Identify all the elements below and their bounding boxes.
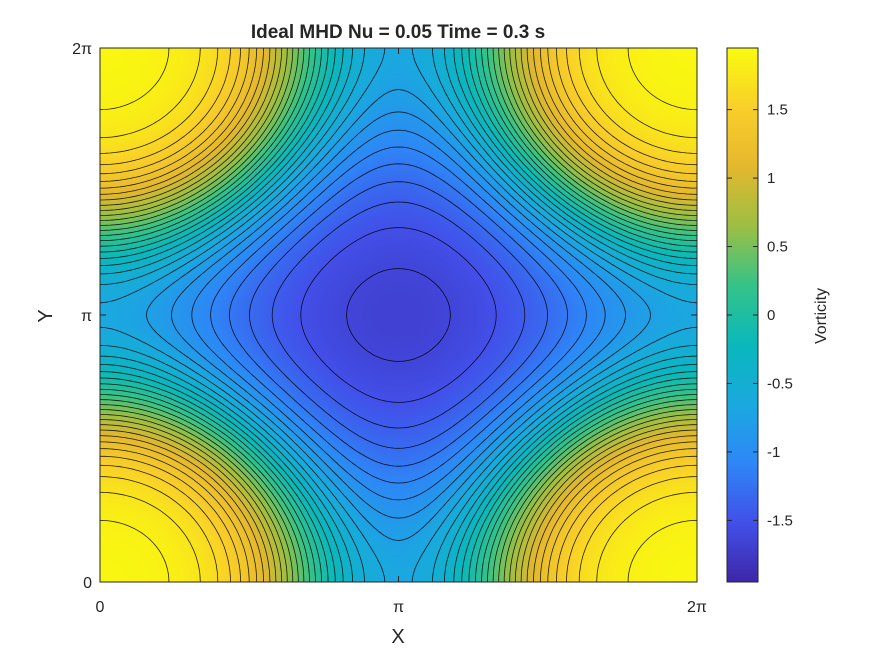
- contour-line: [210, 146, 587, 484]
- x-axis-label: X: [391, 626, 404, 648]
- contour-line: [100, 48, 697, 582]
- y-tick-label: π: [81, 308, 92, 325]
- colorbar-tick-label: 0: [767, 307, 775, 324]
- contour-line: [249, 181, 548, 449]
- contour-line: [346, 268, 451, 362]
- contour-line: [100, 48, 697, 582]
- contour-lines: [100, 48, 697, 582]
- contour-line: [100, 48, 697, 582]
- contour-line: [191, 129, 606, 501]
- contour-line: [100, 48, 697, 582]
- contour-line: [100, 48, 697, 582]
- y-axis-label: Y: [35, 309, 57, 322]
- contour-line: [100, 48, 697, 582]
- y-tick-label: 2π: [72, 41, 92, 58]
- contour-line: [100, 48, 697, 582]
- chart-title: Ideal MHD Nu = 0.05 Time = 0.3 s: [251, 22, 545, 43]
- contour-line: [100, 48, 697, 582]
- colorbar-tick-label: 1: [767, 170, 775, 187]
- colorbar-tick-label: 1.5: [767, 102, 788, 119]
- colorbar-label: Vorticity: [813, 288, 830, 344]
- contour-line: [229, 163, 568, 467]
- y-tick-label: 0: [83, 575, 92, 592]
- colorbar-gradient: [726, 47, 759, 583]
- colorbar-tick-label: -1.5: [767, 512, 793, 529]
- contour-line: [146, 89, 651, 541]
- colorbar-ticks: -1.5 -1 -0.5 0 0.5 1 1.5: [727, 102, 793, 529]
- contour-line: [171, 111, 626, 519]
- plot-area: 0 π 2π 0 π 2π: [72, 41, 707, 616]
- y-ticks: 0 π 2π: [72, 41, 697, 592]
- colorbar: -1.5 -1 -0.5 0 0.5 1 1.5 Vorticity: [726, 47, 830, 583]
- contour-line: [100, 48, 697, 582]
- colorbar-tick-label: 0.5: [767, 239, 788, 256]
- contour-line: [100, 48, 697, 582]
- contour-line: [100, 48, 697, 582]
- contour-line: [100, 48, 697, 582]
- contour-line: [100, 48, 697, 582]
- contour-line: [100, 48, 697, 582]
- x-tick-label: 0: [96, 599, 105, 616]
- contour-line: [100, 48, 697, 582]
- x-tick-label: π: [393, 599, 404, 616]
- contour-line: [100, 48, 697, 582]
- contour-line: [100, 48, 697, 582]
- x-tick-label: 2π: [687, 599, 707, 616]
- contour-line: [100, 48, 697, 582]
- contour-line: [100, 48, 697, 582]
- vorticity-heatmap: [100, 48, 697, 582]
- colorbar-tick-label: -1: [767, 444, 780, 461]
- x-ticks: 0 π 2π: [96, 48, 707, 616]
- contour-line: [100, 48, 697, 582]
- colorbar-tick-label: -0.5: [767, 375, 793, 392]
- contour-line: [100, 48, 697, 582]
- contour-line: [100, 48, 697, 582]
- contour-line: [100, 48, 697, 582]
- contour-line: [300, 227, 497, 403]
- contour-line: [271, 201, 526, 429]
- contour-line: [100, 48, 697, 582]
